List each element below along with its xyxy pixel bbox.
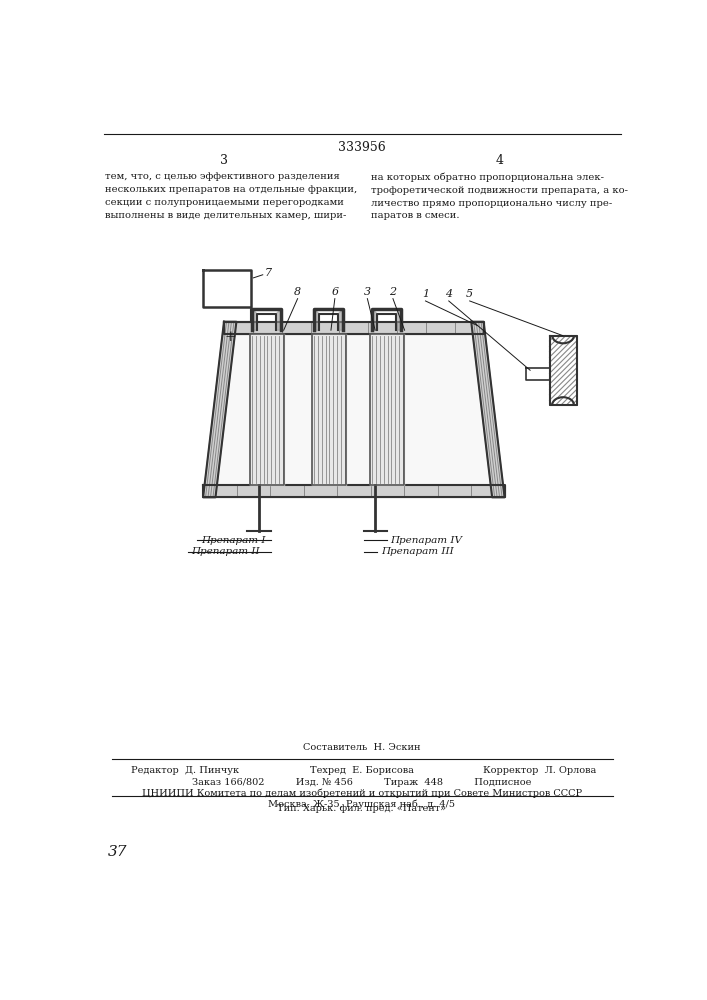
- Polygon shape: [396, 309, 402, 330]
- Polygon shape: [224, 322, 484, 334]
- Polygon shape: [252, 309, 257, 330]
- Text: 6: 6: [332, 287, 339, 297]
- Polygon shape: [526, 368, 549, 380]
- Text: 4: 4: [495, 154, 503, 167]
- Text: 333956: 333956: [338, 141, 386, 154]
- Text: Препарат IV: Препарат IV: [391, 536, 462, 545]
- Text: 37: 37: [108, 844, 127, 858]
- Text: Препарат III: Препарат III: [381, 547, 454, 556]
- Text: 1: 1: [422, 289, 429, 299]
- Text: на которых обратно пропорциональна элек-
трофоретической подвижности препарата, : на которых обратно пропорциональна элек-…: [371, 172, 629, 220]
- Text: Редактор  Д. Пинчук: Редактор Д. Пинчук: [131, 766, 239, 775]
- Polygon shape: [338, 309, 344, 330]
- Text: Техред  Е. Борисова: Техред Е. Борисова: [310, 766, 414, 775]
- Text: 7: 7: [265, 268, 272, 278]
- Polygon shape: [203, 485, 505, 497]
- Text: +: +: [224, 330, 236, 344]
- Polygon shape: [549, 336, 577, 405]
- Polygon shape: [203, 270, 251, 307]
- Polygon shape: [276, 309, 281, 330]
- Polygon shape: [203, 322, 236, 497]
- Polygon shape: [372, 309, 378, 330]
- Text: Составитель  Н. Эскин: Составитель Н. Эскин: [303, 743, 421, 752]
- Text: Препарат II: Препарат II: [192, 547, 260, 556]
- Polygon shape: [216, 334, 492, 485]
- Polygon shape: [472, 322, 505, 497]
- Text: Тип. Харьк. фил. пред. «Патент»: Тип. Харьк. фил. пред. «Патент»: [277, 804, 446, 813]
- Text: Москва, Ж-35, Раушская наб., д. 4/5: Москва, Ж-35, Раушская наб., д. 4/5: [269, 799, 455, 809]
- Text: 5: 5: [466, 289, 473, 299]
- Polygon shape: [250, 334, 284, 485]
- Text: ЦНИИПИ Комитета по делам изобретений и открытий при Совете Министров СССР: ЦНИИПИ Комитета по делам изобретений и о…: [142, 788, 582, 798]
- Text: 8: 8: [294, 287, 301, 297]
- Text: 3: 3: [364, 287, 371, 297]
- Text: Препарат I: Препарат I: [201, 536, 265, 545]
- Text: 4: 4: [445, 289, 452, 299]
- Text: Заказ 166/802          Изд. № 456          Тираж  448          Подписное: Заказ 166/802 Изд. № 456 Тираж 448 Подпи…: [192, 778, 532, 787]
- Polygon shape: [370, 334, 404, 485]
- Polygon shape: [312, 334, 346, 485]
- Text: тем, что, с целью эффективного разделения
нескольких препаратов на отдельные фра: тем, что, с целью эффективного разделени…: [105, 172, 358, 220]
- Polygon shape: [314, 309, 320, 330]
- Text: 3: 3: [220, 154, 228, 167]
- Text: 2: 2: [390, 287, 397, 297]
- Text: Корректор  Л. Орлова: Корректор Л. Орлова: [483, 766, 596, 775]
